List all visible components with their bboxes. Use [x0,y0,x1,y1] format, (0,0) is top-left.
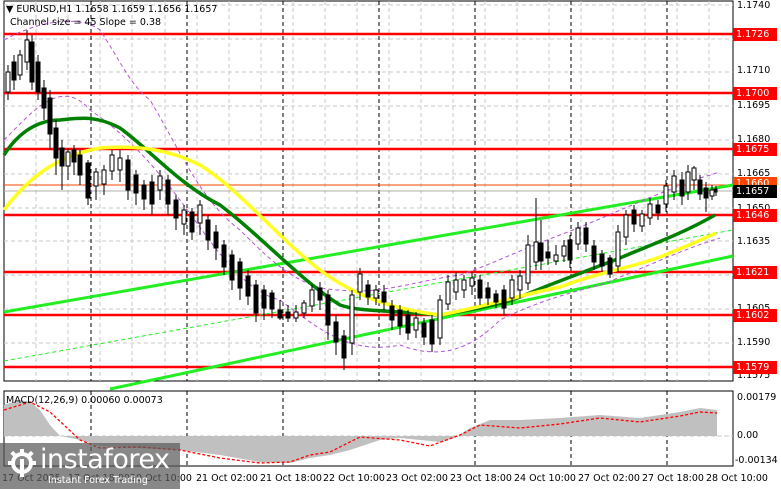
macd-signal-line [3,401,718,464]
symbol-header: ▼ EURUSD,H1 1.1658 1.1659 1.1656 1.1657 [6,4,218,15]
support-resistance-levels [4,32,733,369]
price-tick: 1.1710 [737,65,771,76]
price-tick: 1.1665 [737,168,771,179]
macd-tick: -0.00134 [735,455,778,466]
channel-info: Channel size = 45 Slope = 0.38 [10,17,162,28]
price-tick: 1.1680 [737,134,771,145]
time-label: 24 Oct 10:00 [514,473,576,484]
time-label: 28 Oct 10:00 [706,473,768,484]
level-tag: 1.1700 [733,87,777,100]
price-tick: 1.1590 [737,337,771,348]
current-price-tag: 1.1657 [733,185,777,198]
macd-tick: 0.00 [737,430,759,441]
time-label: 22 Oct 10:00 [323,473,385,484]
time-label: 23 Oct 18:00 [450,473,512,484]
time-label: 27 Oct 02:00 [578,473,640,484]
candlesticks [5,30,718,370]
gear-icon [8,449,36,477]
envelope-bands [3,20,721,353]
macd-tick: 0.00179 [737,392,777,403]
price-tick: 1.1605 [737,303,770,314]
level-tag: 1.1621 [733,266,777,279]
collapse-triangle-icon[interactable]: ▼ [6,4,17,15]
logo-wordmark: instaforex [40,444,170,475]
price-tick: 1.1695 [737,100,771,111]
level-tag: 1.1602 [733,309,777,322]
level-tag: 1.1579 [733,361,777,374]
price-tick: 1.1575 [737,370,771,381]
time-label: 27 Oct 18:00 [642,473,704,484]
level-tag: 1.1675 [733,143,777,156]
price-tick: 1.1650 [737,203,770,214]
moving-average-fast [2,116,716,317]
macd-label: MACD(12,26,9) 0.00060 0.00073 [6,395,163,406]
macd-histogram [4,400,717,463]
instaforex-logo: instaforex Instant Forex Trading [0,443,180,489]
time-label: 23 Oct 02:00 [386,473,448,484]
time-label: 21 Oct 02:00 [196,473,258,484]
level-tag: 1.1646 [733,209,777,222]
time-label: 21 Oct 18:00 [260,473,322,484]
logo-tagline: Instant Forex Trading [48,475,148,486]
price-tick: 1.1635 [737,236,771,247]
price-tick: 1.1740 [737,0,771,11]
level-tag: 1.1726 [733,28,777,41]
